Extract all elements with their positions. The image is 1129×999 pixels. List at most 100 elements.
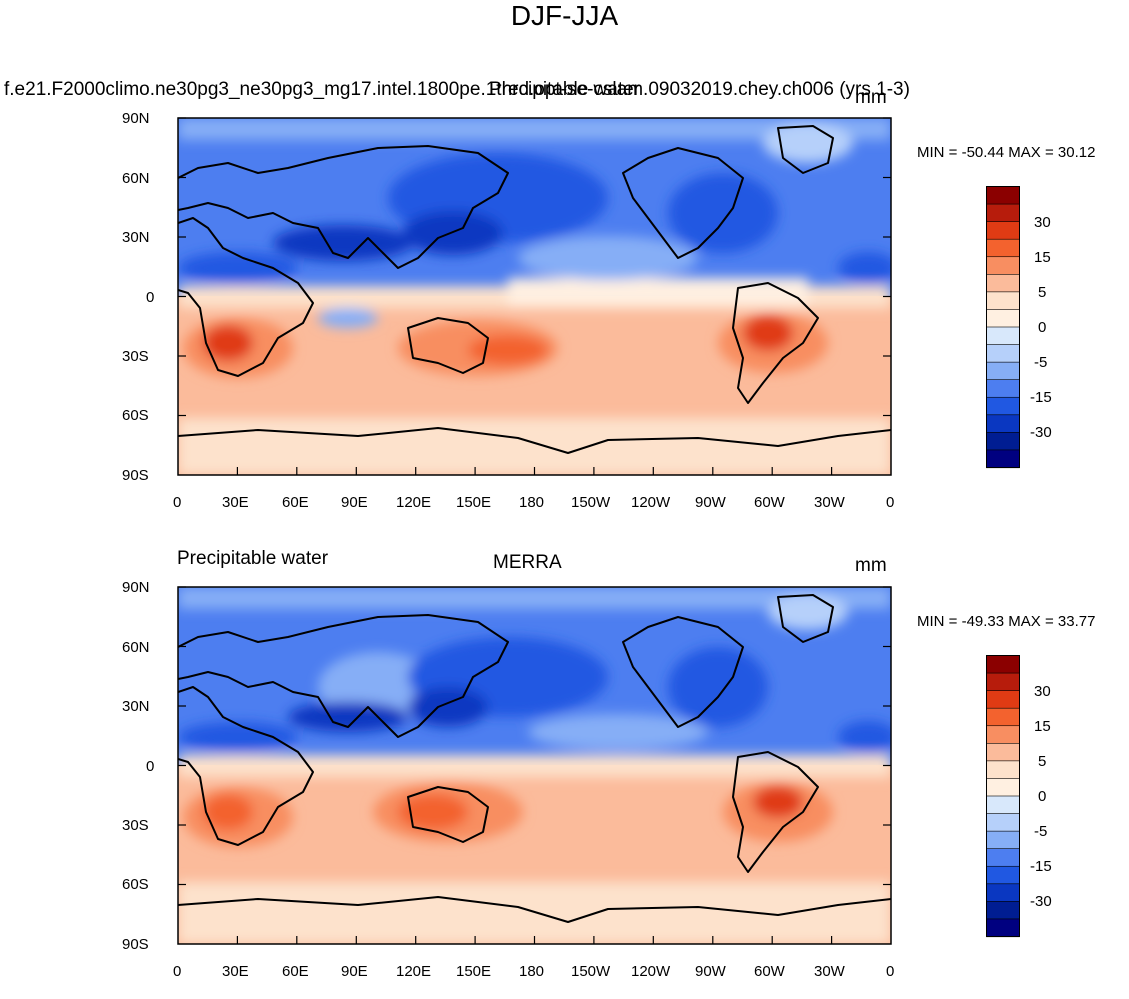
panel1-lon-label: 120E — [396, 494, 432, 511]
panel1-lon-label: 90E — [341, 494, 368, 511]
panel1-colorbar-swatches — [986, 186, 1020, 469]
panel1-min-max: MIN = -50.44 MAX = 30.12 — [917, 144, 1096, 161]
panel1-colorbar-label: 5 — [1038, 284, 1047, 301]
colorbar-swatch — [986, 918, 1020, 938]
colorbar-swatch — [986, 221, 1020, 240]
panel1-frame — [177, 117, 892, 476]
panel2-colorbar-label: -15 — [1030, 858, 1052, 875]
panel1-lon-label: 150W — [571, 494, 611, 511]
panel2-lat-label: 0 — [146, 758, 155, 775]
panel1-units: mm — [855, 87, 887, 108]
colorbar-swatch — [986, 396, 1020, 416]
panel1-lon-label: 30E — [222, 494, 249, 511]
panel1-lat-label: 30S — [122, 348, 149, 365]
panel2-colorbar-label: 0 — [1038, 788, 1047, 805]
panel2-colorbar-swatches — [986, 655, 1020, 938]
antarctic-band — [178, 882, 891, 944]
panel2-lon-label: 180 — [519, 963, 545, 980]
panel1-left-title: f.e21.F2000climo.ne30pg3_ne30pg3_mg17.in… — [4, 79, 910, 100]
colorbar-swatch — [986, 256, 1020, 275]
colorbar-swatch — [986, 830, 1020, 850]
panel1-lat-label: 90N — [122, 110, 150, 127]
colorbar-swatch — [986, 203, 1020, 223]
panel2-lon-label: 150W — [571, 963, 611, 980]
colorbar-swatch — [986, 379, 1020, 398]
colorbar-swatch — [986, 414, 1020, 433]
panel2-colorbar-label: 30 — [1034, 683, 1051, 700]
panel2-map — [178, 587, 891, 944]
colorbar-swatch — [986, 760, 1020, 780]
colorbar-swatch — [986, 865, 1020, 885]
panel1-colorbar-label: 15 — [1034, 249, 1051, 266]
panel2-lat-label: 30N — [122, 698, 150, 715]
south-america-core — [753, 786, 803, 818]
panel1-border — [177, 117, 892, 476]
colorbar-swatch — [986, 655, 1020, 674]
panel1-lon-label: 0 — [886, 494, 895, 511]
australia-core — [398, 794, 468, 830]
pacific-neutral-zone — [508, 278, 808, 308]
panel2-lat-label: 30S — [122, 817, 149, 834]
colorbar-swatch — [986, 238, 1020, 258]
panel2-frame — [177, 586, 892, 945]
panel1-lon-label: 0 — [173, 494, 182, 511]
colorbar-swatch — [986, 707, 1020, 727]
panel1-lat-label: 0 — [146, 289, 155, 306]
southern-africa-core — [203, 325, 253, 361]
panel1-lat-label: 90S — [122, 467, 149, 484]
panel1-lon-label: 60W — [754, 494, 785, 511]
panel2-lat-label: 60S — [122, 876, 149, 893]
panel1-colorbar-label: -5 — [1034, 354, 1048, 371]
panel2-colorbar-label: 5 — [1038, 753, 1047, 770]
panel2-colorbar-label: 15 — [1034, 718, 1051, 735]
colorbar-swatch — [986, 672, 1020, 692]
antarctic-band — [178, 418, 891, 475]
arctic-band — [178, 587, 891, 609]
colorbar-swatch — [986, 795, 1020, 815]
colorbar-swatch — [986, 326, 1020, 346]
colorbar-swatch — [986, 883, 1020, 902]
panel2-lon-label: 60W — [754, 963, 785, 980]
panel2-lat-label: 60N — [122, 639, 150, 656]
pacific-anomaly — [518, 236, 698, 280]
equatorial-band — [178, 755, 891, 777]
panel1-colorbar — [986, 186, 1020, 469]
panel2-lon-label: 120E — [396, 963, 432, 980]
panel2-units: mm — [855, 555, 887, 576]
panel1-lon-label: 90W — [695, 494, 726, 511]
colorbar-swatch — [986, 361, 1020, 381]
southern-africa-core — [203, 794, 253, 830]
panel2-lat-label: 90S — [122, 936, 149, 953]
atlantic-anomaly — [838, 721, 891, 753]
coastlines — [178, 125, 891, 454]
colorbar-swatch — [986, 813, 1020, 832]
panel1-map — [178, 118, 891, 475]
colorbar-swatch — [986, 291, 1020, 311]
colorbar-swatch — [986, 743, 1020, 762]
colorbar-swatch — [986, 848, 1020, 867]
colorbar-swatch — [986, 309, 1020, 328]
panel2-lat-label: 90N — [122, 579, 150, 596]
colorbar-swatch — [986, 274, 1020, 293]
panel1-lat-label: 30N — [122, 229, 150, 246]
panel1-colorbar-label: 30 — [1034, 214, 1051, 231]
colorbar-swatch — [986, 432, 1020, 451]
colorbar-swatch — [986, 344, 1020, 363]
panel2-lon-label: 0 — [173, 963, 182, 980]
panel2-lon-label: 30E — [222, 963, 249, 980]
coastlines — [178, 594, 891, 923]
india-anomaly — [273, 225, 413, 261]
panel1-colorbar-label: -30 — [1030, 424, 1052, 441]
panel2-lon-label: 0 — [886, 963, 895, 980]
panel2-center-title: MERRA — [493, 552, 562, 573]
panel2-lon-label: 150E — [456, 963, 492, 980]
atlantic-anomaly — [838, 252, 891, 284]
panel2-colorbar-label: -30 — [1030, 893, 1052, 910]
panel2-min-max: MIN = -49.33 MAX = 33.77 — [917, 613, 1096, 630]
panel2-border — [177, 586, 892, 945]
panel2-lon-label: 90E — [341, 963, 368, 980]
colorbar-swatch — [986, 725, 1020, 744]
indian-ocean-anomaly — [318, 308, 378, 328]
panel2-lon-label: 60E — [282, 963, 309, 980]
colorbar-swatch — [986, 449, 1020, 469]
